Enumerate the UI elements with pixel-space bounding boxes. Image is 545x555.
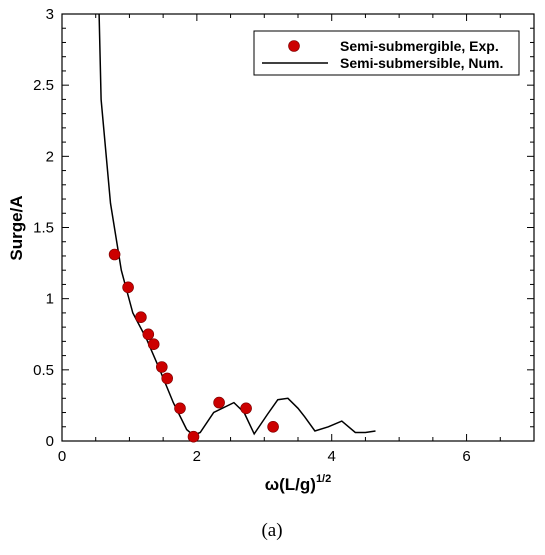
ticks-layer: 0 2 4 6 0 0.5 1 1.5 2 2.5 3 xyxy=(33,6,535,465)
plot-frame xyxy=(61,13,535,442)
figure-caption: (a) xyxy=(261,520,282,541)
x-tick-label: 0 xyxy=(58,448,66,465)
legend-box xyxy=(253,30,520,76)
y-tick-label: 0 xyxy=(46,433,54,450)
experimental-data-point xyxy=(213,396,225,409)
experimental-data-point xyxy=(267,420,279,433)
x-axis-title: ω(L/g)1/2 xyxy=(265,473,331,494)
legend-label-num: Semi-submersible, Num. xyxy=(340,55,503,71)
experimental-data-point xyxy=(156,361,168,373)
y-tick-label: 1 xyxy=(46,291,54,308)
experimental-data-point xyxy=(135,311,147,324)
x-tick-label: 4 xyxy=(328,448,336,465)
x-axis-title-sup: 1/2 xyxy=(316,473,331,485)
y-tick-label: 2 xyxy=(46,148,54,165)
x-tick-label: 6 xyxy=(462,448,470,465)
experimental-data-point xyxy=(240,402,252,415)
experimental-data-point xyxy=(174,402,186,415)
y-tick-label: 3 xyxy=(46,6,54,23)
experimental-data-point xyxy=(108,248,121,261)
experimental-data-point xyxy=(147,338,160,351)
legend: Semi-submergible, Exp. Semi-submersible,… xyxy=(253,30,520,76)
marker-layer xyxy=(108,248,279,443)
experimental-data-point xyxy=(187,430,200,443)
experimental-data-point xyxy=(142,328,155,341)
y-tick-label: 2.5 xyxy=(33,77,54,94)
y-axis-title: Surge/A xyxy=(7,195,26,260)
x-axis-title-main: ω(L/g) xyxy=(265,475,316,494)
experimental-data-point xyxy=(122,281,134,294)
x-tick-label: 2 xyxy=(193,448,201,465)
experimental-data-point xyxy=(161,372,173,385)
y-tick-label: 0.5 xyxy=(33,362,54,379)
legend-label-exp: Semi-submergible, Exp. xyxy=(340,38,499,54)
y-tick-label: 1.5 xyxy=(33,220,54,237)
line-layer xyxy=(98,13,376,437)
legend-marker-exp xyxy=(288,40,300,52)
numerical-series-line xyxy=(98,13,376,437)
